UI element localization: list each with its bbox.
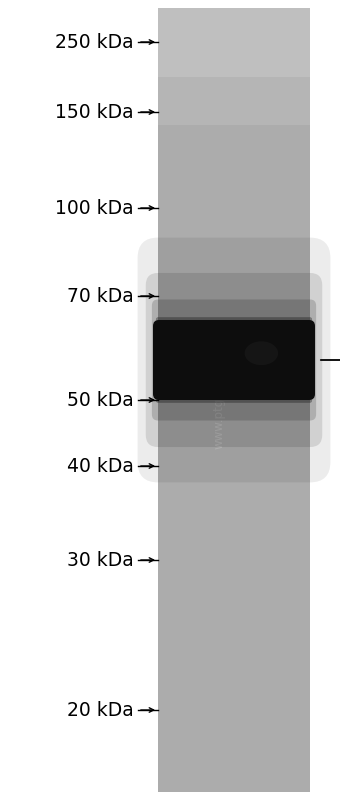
Bar	[158, 341, 310, 351]
Bar	[158, 614, 310, 625]
Bar	[158, 145, 310, 155]
Bar	[158, 380, 310, 390]
Bar	[158, 8, 310, 791]
Bar	[158, 625, 310, 635]
Bar	[158, 28, 310, 38]
Bar	[158, 370, 310, 380]
Bar	[158, 243, 310, 253]
Bar	[158, 67, 310, 77]
Bar	[158, 106, 310, 116]
Bar	[158, 468, 310, 479]
Bar	[158, 125, 310, 136]
Bar	[158, 390, 310, 400]
Bar	[158, 292, 310, 302]
Bar	[158, 233, 310, 244]
Bar	[158, 566, 310, 576]
Bar	[158, 527, 310, 537]
Bar	[158, 302, 310, 312]
Text: 20 kDa: 20 kDa	[67, 701, 134, 720]
FancyBboxPatch shape	[153, 320, 315, 400]
Bar	[158, 575, 310, 586]
Bar	[158, 448, 310, 459]
Bar	[158, 18, 310, 28]
Bar	[158, 409, 310, 419]
Bar	[158, 664, 310, 674]
Bar	[158, 116, 310, 126]
Bar	[158, 761, 310, 772]
Bar	[158, 38, 310, 48]
Bar	[158, 487, 310, 498]
Bar	[158, 595, 310, 606]
Text: 250 kDa: 250 kDa	[55, 33, 134, 51]
Bar	[158, 605, 310, 615]
Bar	[158, 360, 310, 371]
Bar	[158, 781, 310, 792]
Bar	[158, 713, 310, 723]
Bar	[158, 321, 310, 332]
Text: 150 kDa: 150 kDa	[55, 102, 134, 121]
Bar	[158, 282, 310, 292]
Bar	[158, 732, 310, 742]
Bar	[158, 644, 310, 654]
Bar	[158, 155, 310, 165]
Bar	[158, 634, 310, 645]
Bar	[158, 556, 310, 566]
Text: www.ptglab.com: www.ptglab.com	[212, 351, 225, 448]
Bar	[158, 77, 310, 87]
Bar	[158, 439, 310, 449]
Bar	[158, 458, 310, 468]
Bar	[158, 547, 310, 557]
Bar	[158, 213, 310, 224]
Bar	[158, 674, 310, 684]
Bar	[158, 47, 310, 58]
Bar	[158, 400, 310, 410]
FancyBboxPatch shape	[152, 300, 316, 420]
Bar	[158, 683, 310, 694]
Bar	[158, 654, 310, 664]
Bar	[158, 507, 310, 518]
Bar	[158, 8, 310, 18]
Bar	[158, 204, 310, 214]
Bar	[158, 351, 310, 361]
Bar	[158, 135, 310, 145]
Bar	[158, 497, 310, 507]
FancyBboxPatch shape	[138, 237, 330, 483]
Bar	[158, 586, 310, 596]
Text: 50 kDa: 50 kDa	[67, 391, 134, 410]
Bar	[158, 742, 310, 753]
Bar	[158, 771, 310, 781]
Text: 100 kDa: 100 kDa	[55, 198, 134, 217]
Bar	[158, 419, 310, 429]
Text: 70 kDa: 70 kDa	[67, 287, 134, 305]
Bar	[158, 224, 310, 233]
Ellipse shape	[245, 341, 278, 365]
Text: 30 kDa: 30 kDa	[67, 551, 134, 570]
Bar	[158, 429, 310, 439]
Bar	[158, 703, 310, 714]
Bar	[158, 722, 310, 733]
FancyBboxPatch shape	[146, 273, 322, 447]
Bar	[158, 252, 310, 263]
Bar	[158, 693, 310, 703]
Bar	[158, 752, 310, 762]
Bar	[158, 263, 310, 272]
Bar	[158, 194, 310, 205]
Bar	[158, 96, 310, 106]
Bar	[158, 517, 310, 527]
Bar	[158, 86, 310, 97]
Bar	[158, 331, 310, 341]
Bar	[158, 312, 310, 322]
FancyBboxPatch shape	[156, 317, 312, 403]
Bar	[158, 165, 310, 175]
Text: 40 kDa: 40 kDa	[67, 456, 134, 475]
Bar	[158, 174, 310, 185]
Bar	[158, 57, 310, 67]
Bar	[158, 272, 310, 283]
Bar	[158, 478, 310, 488]
Bar	[158, 185, 310, 194]
Bar	[158, 536, 310, 547]
